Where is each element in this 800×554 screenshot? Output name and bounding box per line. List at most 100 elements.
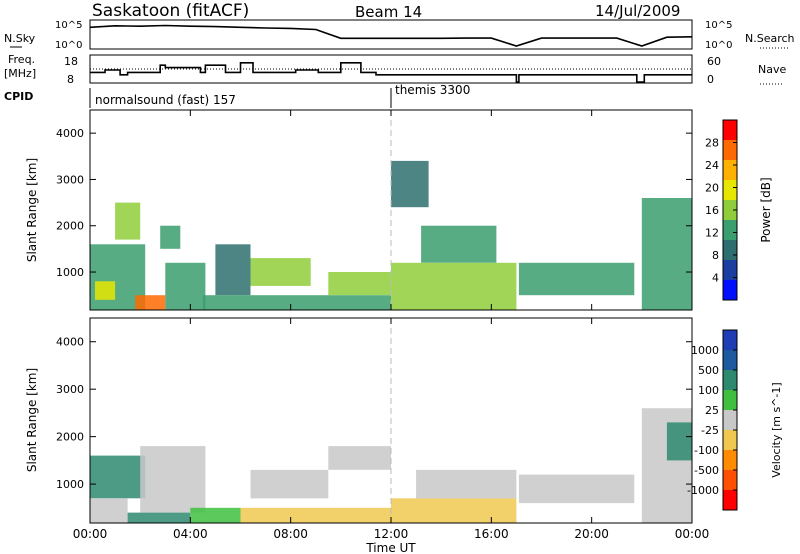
- velocity-cells: [90, 408, 692, 523]
- x-tick-label-0: 00:00: [73, 527, 108, 541]
- velocity-cells-region-3: [127, 512, 191, 523]
- freq-label: Freq.: [8, 53, 35, 66]
- velocity-colorbar-swatch-4: [723, 410, 737, 431]
- station-title: Saskatoon (fitACF): [92, 1, 249, 21]
- power-cells-region-6: [215, 244, 251, 296]
- power-cells-region-13: [518, 262, 635, 296]
- velocity-colorbar-swatch-7: [723, 470, 737, 491]
- power-colorbar-tick-label-5: 8: [712, 249, 719, 262]
- freq-tick-bottom: 8: [67, 73, 74, 86]
- velocity-cells-region-9: [416, 469, 517, 499]
- freq-unit: [MHz]: [4, 67, 36, 80]
- freq-line: [90, 61, 692, 83]
- nsky-panel: N.Sky 10^5 10^0 10^5 10^0 N.Search: [4, 19, 795, 51]
- velocity-colorbar-tick-label-7: -1000: [687, 484, 719, 497]
- velocity-colorbar: 1000 500 100 25 -25 -100 -500 -1000: [687, 329, 738, 511]
- velocity-cells-region-1: [90, 498, 128, 523]
- power-cells-region-14: [641, 198, 692, 310]
- power-cells: [90, 160, 692, 310]
- date-title: 14/Jul/2009: [595, 2, 680, 20]
- x-tick-label-6: 00:00: [675, 527, 710, 541]
- nave-tick-bottom: 0: [707, 73, 714, 86]
- velocity-colorbar-tick-label-6: -500: [694, 464, 719, 477]
- nsky-tick-bottom: 10^0: [55, 40, 82, 51]
- power-colorbar-swatch-4: [723, 200, 737, 221]
- x-axis: 00:00 04:00 08:00 12:00 16:00 20:00 00:00: [73, 110, 710, 541]
- power-colorbar-swatch-1: [723, 140, 737, 161]
- velocity-cells-region-12: [666, 422, 692, 461]
- nave-label: Nave: [758, 63, 786, 76]
- velocity-colorbar-tick-label-4: -25: [701, 424, 719, 437]
- nsky-frame: [89, 19, 693, 50]
- power-colorbar-swatch-5: [723, 220, 737, 241]
- freq-tick-top: 18: [64, 55, 78, 68]
- x-axis-label: Time UT: [365, 541, 416, 554]
- power-colorbar-swatch-3: [723, 180, 737, 201]
- velocity-cells-region-7: [328, 446, 391, 470]
- velocity-colorbar-tick-label-1: 500: [698, 364, 719, 377]
- power-colorbar-swatch-0: [723, 120, 737, 141]
- velocity-cells-region-6: [250, 469, 329, 499]
- nsky-label: N.Sky: [4, 32, 36, 45]
- velocity-cells-region-8: [391, 498, 517, 523]
- power-colorbar-tick-label-6: 4: [712, 272, 719, 285]
- power-cells-region-9: [328, 272, 391, 296]
- power-colorbar-swatch-6: [723, 240, 737, 261]
- x-tick-label-4: 16:00: [474, 527, 509, 541]
- power-yticks: 4000 3000 2000 1000: [56, 127, 692, 279]
- velocity-cells-region-2: [140, 446, 206, 513]
- power-cells-region-7: [250, 258, 311, 286]
- x-tick-label-1: 04:00: [173, 527, 208, 541]
- beam-title: Beam 14: [355, 3, 422, 21]
- power-cells-region-10: [391, 160, 429, 208]
- nsearch-tick-top: 10^5: [705, 20, 732, 31]
- power-colorbar-tick-label-2: 20: [705, 182, 719, 195]
- velocity-yticks: 4000 3000 2000 1000: [56, 336, 692, 491]
- power-cells-region-3: [115, 202, 141, 240]
- power-cells-region-5: [165, 262, 206, 310]
- power-colorbar-tick-label-1: 24: [705, 159, 719, 172]
- velocity-cells-region-5: [240, 507, 391, 523]
- velocity-yticks-label-0: 4000: [56, 336, 84, 349]
- power-panel: 4000 3000 2000 1000 Slant Range [km] 28 24 20…: [25, 109, 773, 311]
- power-colorbar-swatch-7: [723, 260, 737, 281]
- nave-tick-top: 60: [707, 55, 721, 68]
- velocity-colorbar-swatch-1: [723, 350, 737, 371]
- nsky-tick-top: 10^5: [55, 20, 82, 31]
- freq-panel: Freq. [MHz] 18 8 60 0 Nave: [4, 53, 786, 86]
- power-ylabel: Slant Range [km]: [25, 158, 39, 262]
- velocity-colorbar-swatch-3: [723, 390, 737, 411]
- x-tick-label-5: 20:00: [574, 527, 609, 541]
- x-tick-label-2: 08:00: [273, 527, 308, 541]
- power-yticks-label-0: 4000: [56, 127, 84, 140]
- velocity-colorbar-tick-label-3: 25: [705, 404, 719, 417]
- power-colorbar-label: Power [dB]: [759, 177, 773, 242]
- power-cells-region-11: [391, 262, 517, 310]
- power-colorbar: 28 24 20 16 12 8 4: [705, 119, 738, 301]
- nsearch-tick-bottom: 10^0: [705, 40, 732, 51]
- cpid-label: CPID: [4, 90, 33, 103]
- velocity-cells-region-4: [190, 507, 241, 523]
- nsearch-label: N.Search: [745, 32, 795, 45]
- velocity-colorbar-swatch-6: [723, 450, 737, 471]
- power-cells-region-4: [160, 225, 181, 249]
- velocity-colorbar-label: Velocity [m s^-1]: [770, 382, 783, 477]
- velocity-colorbar-tick-label-0: 1000: [691, 344, 719, 357]
- velocity-colorbar-swatch-2: [723, 370, 737, 391]
- velocity-colorbar-swatch-0: [723, 330, 737, 351]
- cpid-mode-0: normalsound (fast) 157: [95, 93, 236, 107]
- velocity-colorbar-frame: [722, 329, 738, 511]
- power-cells-region-1: [135, 295, 166, 310]
- power-cells-region-8: [202, 295, 391, 310]
- cpid-panel: CPID normalsound (fast) 157 themis 3300: [4, 83, 470, 108]
- velocity-yticks-label-3: 1000: [56, 478, 84, 491]
- velocity-ylabel: Slant Range [km]: [25, 368, 39, 472]
- power-colorbar-swatch-8: [723, 280, 737, 301]
- cpid-mode-1: themis 3300: [395, 83, 470, 97]
- velocity-cells-region-0: [90, 455, 146, 499]
- power-colorbar-swatch-2: [723, 160, 737, 181]
- power-yticks-label-2: 2000: [56, 220, 84, 233]
- velocity-colorbar-tick-label-2: 100: [698, 384, 719, 397]
- power-colorbar-tick-label-3: 16: [705, 204, 719, 217]
